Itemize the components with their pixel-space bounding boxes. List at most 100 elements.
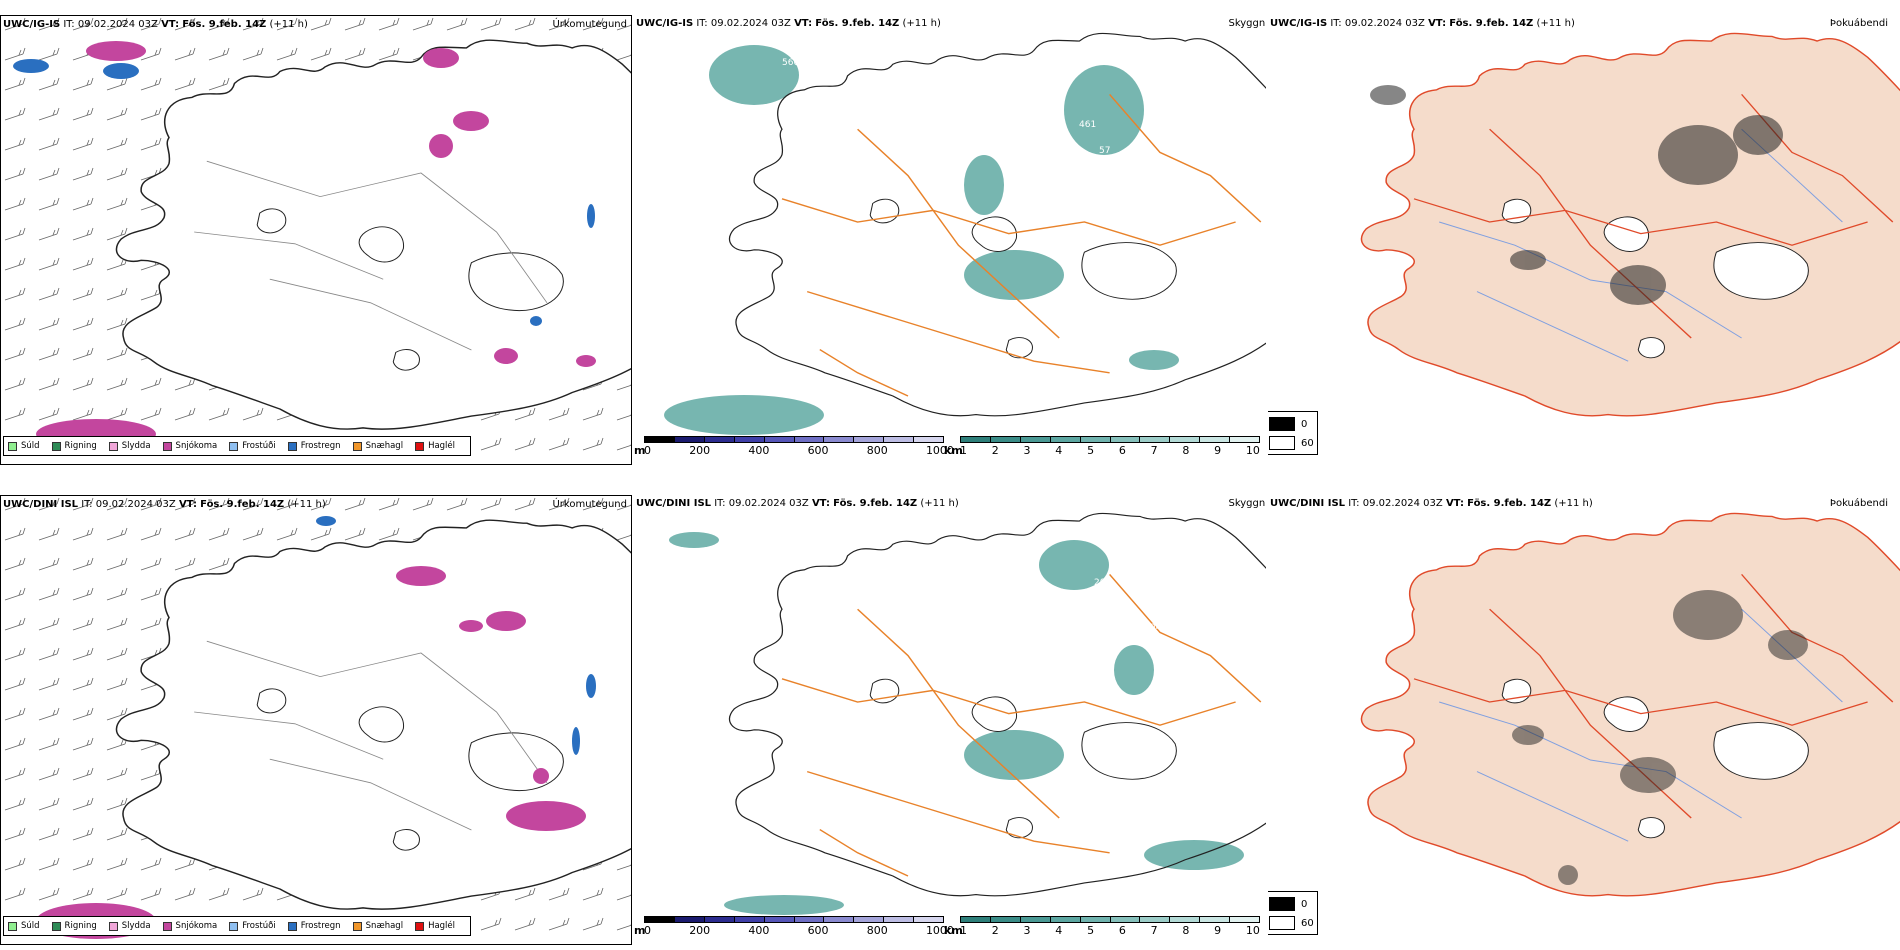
visibility-title-top: Skyggni	[1228, 18, 1266, 29]
colorbar-segment-9	[1230, 917, 1260, 922]
colorbar-segment-9	[914, 917, 944, 922]
legend-label: Frostúði	[242, 441, 276, 451]
precip-type-map-top: UWC/IG-IS IT: 09.02.2024 03Z VT: Fös. 9.…	[0, 15, 632, 465]
legend-label: Frostregn	[300, 921, 341, 931]
cloud-swatch-0-bottom	[1269, 897, 1295, 911]
colorbar-segment-4	[764, 437, 795, 442]
legend-label: Haglél	[428, 441, 456, 451]
vis-label-top-0: 560	[782, 58, 799, 68]
visibility-teal-areas-bottom	[669, 532, 1244, 915]
precip-map-canvas-top	[1, 16, 631, 464]
scale-tick-5: 6	[1118, 924, 1126, 937]
cloud-swatch-60-top	[1269, 436, 1295, 450]
vis-label-bottom-0: 207	[1094, 578, 1111, 588]
precip-legend-bottom: Súld Rigning Slydda Snjókoma Frostúði Frostre…	[3, 916, 471, 936]
fog-indicator-map-top: UWC/IG-IS IT: 09.02.2024 03Z VT: Fös. 9.…	[1268, 15, 1900, 465]
colorbar-segment-0	[645, 917, 675, 922]
scale-tick-4: 5	[1087, 924, 1095, 937]
fog-map-canvas-bottom	[1268, 495, 1900, 915]
legend-label: Snæhagl	[365, 921, 404, 931]
cloud-label-0-top: 0	[1301, 418, 1308, 430]
scale-tick-9: 10	[1245, 444, 1260, 457]
legend-item-0: Súld	[8, 441, 40, 451]
legend-label: Slydda	[121, 921, 151, 931]
scale-tick-0: 0	[644, 924, 651, 937]
visibility-colorbar-bottom	[960, 916, 1260, 923]
freezing-rain-areas-bottom	[316, 516, 596, 755]
scale-tick-2: 400	[748, 444, 770, 457]
vis-label-bottom-1: 304	[1144, 623, 1161, 633]
scale-tick-2: 3	[1023, 924, 1031, 937]
cloud-swatch-0-top	[1269, 417, 1295, 431]
legend-item-5: Frostregn	[287, 441, 341, 451]
panel-header-fog-bottom: UWC/DINI ISL IT: 09.02.2024 03Z VT: Fös.…	[1270, 498, 1593, 509]
legend-item-0: Súld	[8, 921, 40, 931]
fog-dark-patches-top	[1370, 85, 1783, 305]
legend-label: Frostúði	[242, 921, 276, 931]
legend-label: Snjókoma	[175, 921, 218, 931]
scale-tick-7: 8	[1182, 444, 1190, 457]
colorbar-segment-7	[854, 437, 885, 442]
fog-dark-patches-bottom	[1512, 590, 1808, 885]
colorbar-segment-6	[1140, 917, 1171, 922]
visibility-unit-bottom: km	[944, 924, 963, 937]
legend-swatch	[352, 441, 362, 451]
legend-label: Haglél	[428, 921, 456, 931]
legend-label: Slydda	[121, 441, 151, 451]
ceiling-ticks-bottom: 0 200 400 600 800 1000	[644, 924, 954, 937]
visibility-title-bottom: Skyggni	[1228, 498, 1266, 509]
legend-label: Snæhagl	[365, 441, 404, 451]
colorbar-segment-7	[1170, 917, 1201, 922]
precip-map-canvas-bottom	[1, 496, 631, 944]
visibility-teal-areas-top	[664, 45, 1179, 435]
colorbar-segment-2	[1020, 437, 1051, 442]
colorbar-segment-5	[794, 437, 825, 442]
colorbar-segment-0	[645, 437, 675, 442]
scale-tick-2: 3	[1023, 444, 1031, 457]
legend-swatch	[162, 441, 172, 451]
precip-title-top: Úrkomutegund	[552, 19, 627, 30]
colorbar-segment-3	[1050, 437, 1081, 442]
scale-tick-4: 5	[1087, 444, 1095, 457]
legend-label: Snjókoma	[175, 441, 218, 451]
colorbar-segment-3	[1050, 917, 1081, 922]
legend-label: Rigning	[64, 441, 97, 451]
ceiling-colorbar-top	[644, 436, 944, 443]
vis-label-top-2: 57	[1099, 146, 1110, 156]
legend-swatch	[229, 441, 239, 451]
legend-swatch	[162, 921, 172, 931]
colorbar-segment-1	[990, 437, 1021, 442]
scale-tick-5: 6	[1118, 444, 1126, 457]
scale-tick-6: 7	[1150, 924, 1158, 937]
legend-swatch	[287, 441, 297, 451]
panel-header-fog-top: UWC/IG-IS IT: 09.02.2024 03Z VT: Fös. 9.…	[1270, 18, 1575, 29]
ceiling-unit-top: m	[634, 444, 646, 457]
visibility-ticks-bottom: 1 2 3 4 5 6 7 8 9 10	[960, 924, 1260, 937]
vis-label-top-1: 461	[1079, 120, 1096, 130]
precip-legend-top: Súld Rigning Slydda Snjókoma Frostúði Frostre…	[3, 436, 471, 456]
legend-swatch	[8, 441, 17, 451]
colorbar-segment-7	[1170, 437, 1201, 442]
legend-swatch	[8, 921, 17, 931]
colorbar-segment-3	[734, 437, 765, 442]
legend-swatch	[415, 441, 425, 451]
fog-map-canvas-top	[1268, 15, 1900, 435]
colorbar-segment-8	[1200, 437, 1231, 442]
scale-tick-5: 1000	[925, 924, 954, 937]
cloud-legend-bottom: 0 60	[1268, 891, 1318, 935]
colorbar-segment-4	[1080, 917, 1111, 922]
scale-tick-9: 10	[1245, 924, 1260, 937]
legend-item-7: Haglél	[415, 921, 455, 931]
cloud-label-60-top: 60	[1301, 437, 1314, 449]
scale-tick-2: 400	[748, 924, 770, 937]
colorbar-segment-5	[1110, 917, 1141, 922]
colorbar-segment-4	[764, 917, 795, 922]
panel-header-vis-top: UWC/IG-IS IT: 09.02.2024 03Z VT: Fös. 9.…	[636, 18, 941, 29]
legend-swatch	[51, 921, 61, 931]
colorbar-segment-1	[674, 917, 705, 922]
legend-item-1: Rigning	[51, 441, 97, 451]
scale-tick-1: 200	[689, 924, 711, 937]
colorbar-segment-1	[674, 437, 705, 442]
scale-tick-0: 1	[960, 444, 967, 457]
scale-tick-8: 9	[1214, 444, 1222, 457]
